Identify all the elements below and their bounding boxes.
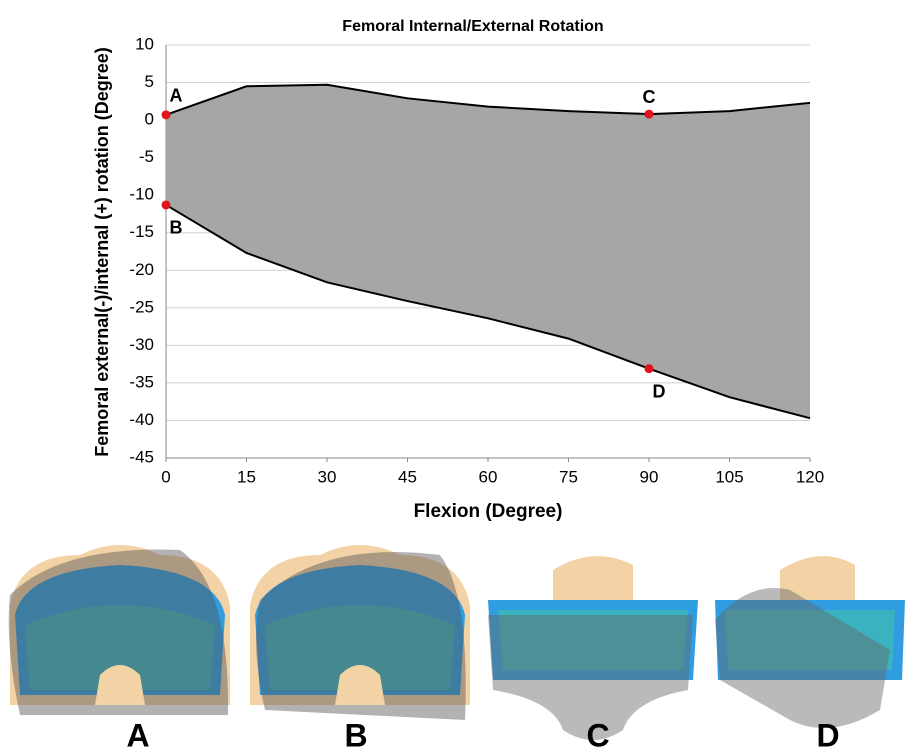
y-tick-label: -35 <box>129 372 154 391</box>
y-tick-label: -10 <box>129 185 154 204</box>
x-tick-label: 120 <box>796 467 824 486</box>
plot-area: -45 -40 -35 -30 -25 -20 -15 -10 -5 0 5 10 0 15 30 45 60 7… <box>129 34 824 486</box>
y-tick-label: -15 <box>129 222 154 241</box>
x-tick-label: 0 <box>161 467 170 486</box>
knee-b <box>250 545 470 720</box>
lower-line <box>165 204 811 420</box>
marker-point <box>644 364 654 374</box>
knee-illustrations <box>8 545 905 740</box>
y-tick-label: -25 <box>129 297 154 316</box>
x-tick-label: 15 <box>237 467 256 486</box>
x-axis-label: Flexion (Degree) <box>414 501 563 522</box>
panel-label: D <box>816 717 839 753</box>
y-tick-label: 10 <box>135 34 154 53</box>
y-axis-label: Femoral external(-)/internal (+) rotatio… <box>92 47 112 457</box>
point-label: A <box>170 86 183 106</box>
band-fill <box>166 84 810 419</box>
x-tick-label: 45 <box>398 467 417 486</box>
x-tick-label: 105 <box>715 467 743 486</box>
knee-d <box>715 556 905 728</box>
panel-label: B <box>344 717 367 753</box>
y-tick-label: -30 <box>129 335 154 354</box>
y-tick-label: -40 <box>129 410 154 429</box>
x-tick-label: 60 <box>479 467 498 486</box>
y-tick-label: 0 <box>145 110 154 129</box>
chart-title: Femoral Internal/External Rotation <box>342 18 603 35</box>
x-tick-label: 90 <box>640 467 659 486</box>
point-label: C <box>643 87 656 107</box>
upper-line <box>165 83 811 116</box>
knee-c <box>488 556 698 740</box>
y-tick-label: -5 <box>139 147 154 166</box>
x-tick-label: 75 <box>559 467 578 486</box>
knee-a <box>8 545 230 715</box>
point-label: D <box>653 381 666 401</box>
y-tick-label: -20 <box>129 260 154 279</box>
panel-label: C <box>586 717 609 753</box>
y-tick-label: -45 <box>129 447 154 466</box>
x-tick-label: 30 <box>318 467 337 486</box>
panel-label: A <box>126 717 149 753</box>
marker-point <box>644 109 654 119</box>
y-tick-label: 5 <box>145 72 154 91</box>
marker-point <box>161 200 171 210</box>
point-label: B <box>170 218 183 238</box>
marker-point <box>161 110 171 120</box>
panel-labels: A B C D <box>126 717 839 753</box>
